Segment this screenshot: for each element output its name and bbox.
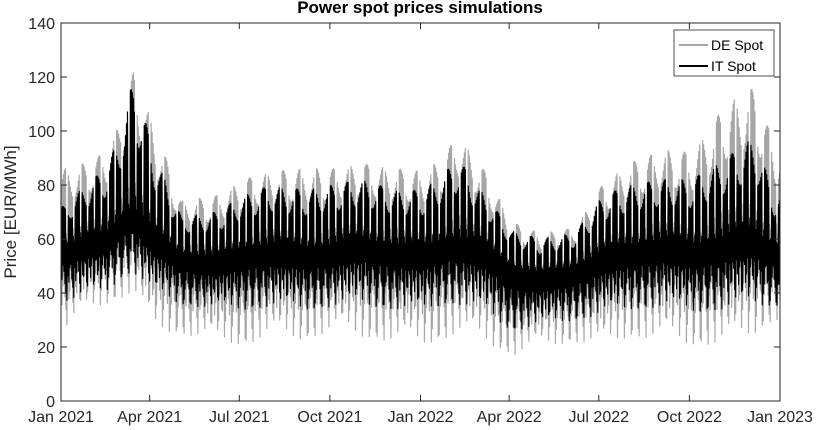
y-tick-label: 60 bbox=[37, 232, 55, 249]
x-tick-label: Oct 2021 bbox=[297, 409, 362, 426]
legend-label-it-spot: IT Spot bbox=[711, 58, 756, 74]
y-tick-label: 0 bbox=[46, 394, 55, 411]
x-tick-label: Jul 2021 bbox=[209, 409, 270, 426]
y-axis-label: Price [EUR/MWh] bbox=[1, 145, 20, 278]
x-tick-label: Oct 2022 bbox=[657, 409, 722, 426]
legend-label-de-spot: DE Spot bbox=[711, 37, 763, 53]
y-tick-label: 140 bbox=[28, 16, 55, 33]
legend-box bbox=[673, 29, 775, 77]
y-tick-label: 100 bbox=[28, 124, 55, 141]
x-tick-label: Jan 2022 bbox=[388, 409, 454, 426]
y-tick-label: 120 bbox=[28, 70, 55, 87]
y-tick-label: 40 bbox=[37, 286, 55, 303]
series-line-it-spot bbox=[61, 89, 780, 330]
x-tick-label: Jul 2022 bbox=[569, 409, 630, 426]
x-tick-label: Apr 2021 bbox=[117, 409, 182, 426]
x-tick-label: Apr 2022 bbox=[477, 409, 542, 426]
legend: DE Spot IT Spot bbox=[673, 29, 775, 77]
x-tick-label: Jan 2023 bbox=[747, 409, 813, 426]
series-layer bbox=[61, 72, 780, 355]
y-tick-label: 20 bbox=[37, 340, 55, 357]
x-tick-label: Jan 2021 bbox=[28, 409, 94, 426]
axis-layer: 0 20 40 60 80 100 120 140 Jan 2021 Apr 2021 Jul 20… bbox=[28, 16, 813, 426]
chart-title: Power spot prices simulations bbox=[297, 0, 543, 17]
y-tick-label: 80 bbox=[37, 178, 55, 195]
